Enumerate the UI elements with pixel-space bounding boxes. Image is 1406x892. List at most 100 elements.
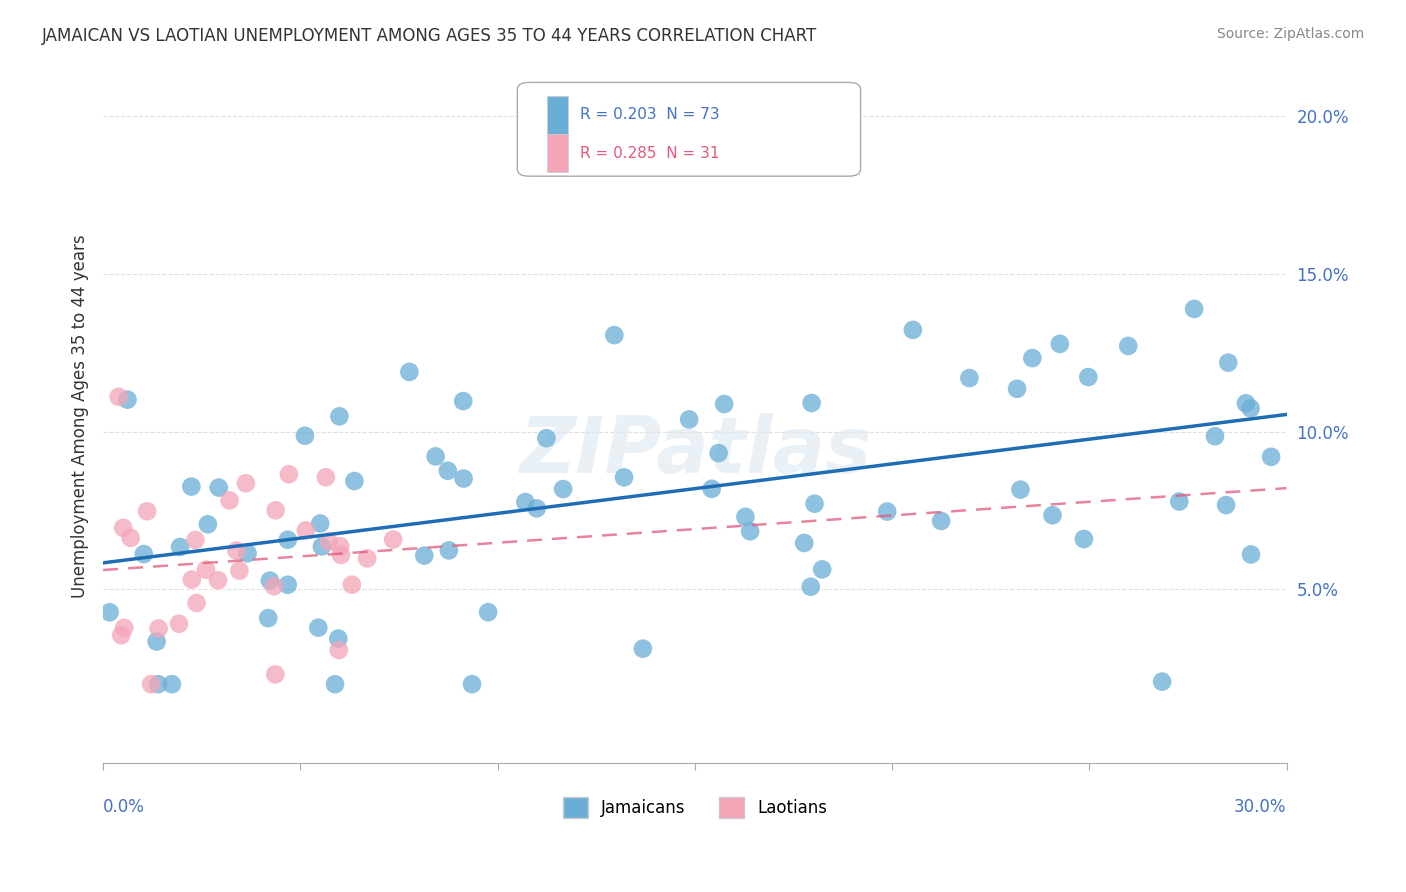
Point [803, 497, 825, 511]
Point [208, 481, 231, 495]
Point [136, 504, 159, 518]
Point [307, 621, 329, 635]
Point [700, 482, 723, 496]
Point [1204, 429, 1226, 443]
Point [146, 677, 169, 691]
Point [184, 533, 207, 547]
Point [1182, 301, 1205, 316]
Point [536, 431, 558, 445]
Point [329, 539, 352, 553]
Point [207, 574, 229, 588]
Point [148, 622, 170, 636]
Point [1215, 498, 1237, 512]
Point [1116, 339, 1139, 353]
Legend: Jamaicans, Laotians: Jamaicans, Laotians [555, 790, 834, 824]
Point [186, 596, 208, 610]
Point [225, 543, 247, 558]
Point [160, 677, 183, 691]
Point [294, 524, 316, 538]
Point [1152, 674, 1174, 689]
Point [315, 470, 337, 484]
Point [413, 549, 436, 563]
Point [707, 446, 730, 460]
Point [236, 546, 259, 560]
Point [678, 412, 700, 426]
Point [436, 464, 458, 478]
Text: Source: ZipAtlas.com: Source: ZipAtlas.com [1216, 27, 1364, 41]
Point [382, 533, 405, 547]
Point [603, 328, 626, 343]
Point [264, 503, 287, 517]
Point [800, 396, 823, 410]
Point [437, 543, 460, 558]
Point [1049, 336, 1071, 351]
Point [713, 397, 735, 411]
Point [259, 574, 281, 588]
Point [235, 476, 257, 491]
Point [328, 409, 350, 424]
Point [139, 677, 162, 691]
Point [277, 467, 299, 482]
Text: ZIPatlas: ZIPatlas [519, 413, 870, 489]
Y-axis label: Unemployment Among Ages 35 to 44 years: Unemployment Among Ages 35 to 44 years [72, 234, 89, 598]
Point [120, 531, 142, 545]
Point [901, 323, 924, 337]
FancyBboxPatch shape [547, 134, 568, 172]
Point [117, 392, 139, 407]
Point [815, 112, 838, 126]
Point [228, 564, 250, 578]
Point [1239, 401, 1261, 416]
Point [112, 621, 135, 635]
Point [1260, 450, 1282, 464]
Point [811, 562, 834, 576]
Point [264, 667, 287, 681]
Point [1073, 532, 1095, 546]
Point [309, 516, 332, 531]
Point [734, 509, 756, 524]
Point [180, 573, 202, 587]
Text: JAMAICAN VS LAOTIAN UNEMPLOYMENT AMONG AGES 35 TO 44 YEARS CORRELATION CHART: JAMAICAN VS LAOTIAN UNEMPLOYMENT AMONG A… [42, 27, 817, 45]
Point [526, 501, 548, 516]
Point [477, 605, 499, 619]
Point [1010, 483, 1032, 497]
Point [218, 493, 240, 508]
Point [740, 524, 762, 539]
Point [1021, 351, 1043, 365]
Point [800, 580, 823, 594]
Point [132, 547, 155, 561]
Point [398, 365, 420, 379]
Point [929, 514, 952, 528]
Point [145, 634, 167, 648]
FancyBboxPatch shape [547, 95, 568, 134]
Point [1218, 356, 1240, 370]
FancyBboxPatch shape [517, 82, 860, 177]
Point [330, 548, 353, 562]
Point [876, 504, 898, 518]
Text: R = 0.203  N = 73: R = 0.203 N = 73 [581, 107, 720, 122]
Point [451, 394, 474, 409]
Point [277, 578, 299, 592]
Point [553, 482, 575, 496]
Point [195, 563, 218, 577]
Text: 30.0%: 30.0% [1234, 797, 1286, 816]
Point [263, 579, 285, 593]
Point [1077, 370, 1099, 384]
Point [167, 616, 190, 631]
Point [323, 677, 346, 691]
Point [328, 632, 350, 646]
Point [110, 628, 132, 642]
Point [1042, 508, 1064, 523]
Point [318, 534, 340, 549]
Point [343, 474, 366, 488]
Point [107, 390, 129, 404]
Point [257, 611, 280, 625]
Point [1234, 396, 1257, 410]
Point [180, 479, 202, 493]
Point [425, 450, 447, 464]
Point [1005, 382, 1028, 396]
Point [793, 536, 815, 550]
Point [356, 551, 378, 566]
Point [328, 643, 350, 657]
Text: 0.0%: 0.0% [103, 797, 145, 816]
Point [1168, 494, 1191, 508]
